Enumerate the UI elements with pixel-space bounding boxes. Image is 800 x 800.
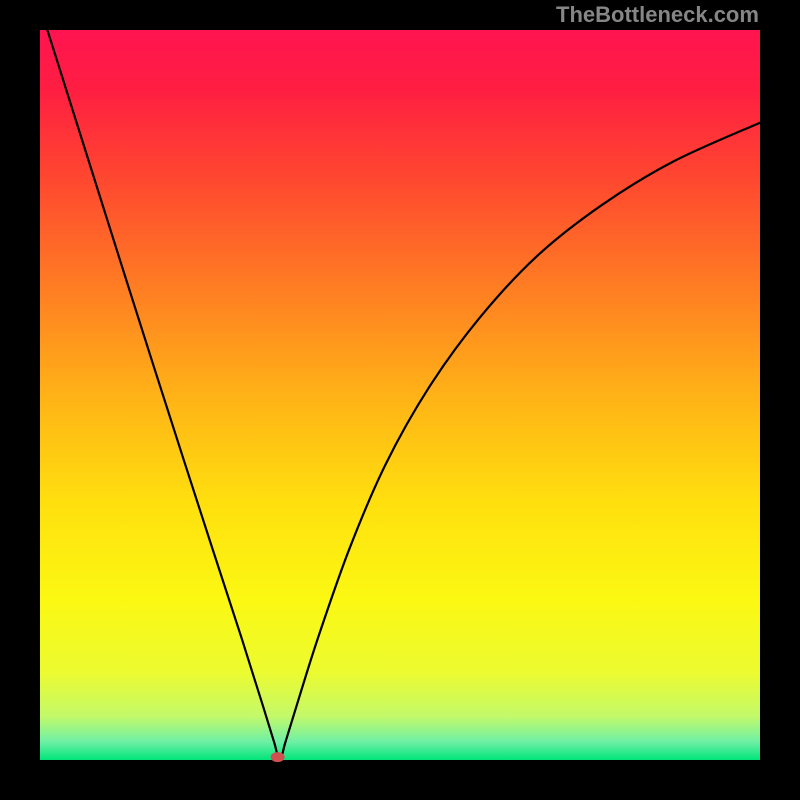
- plot-background: [40, 30, 760, 760]
- watermark-text: TheBottleneck.com: [556, 2, 759, 28]
- bottleneck-chart: [0, 0, 800, 800]
- minimum-marker: [271, 752, 285, 762]
- chart-root: TheBottleneck.com: [0, 0, 800, 800]
